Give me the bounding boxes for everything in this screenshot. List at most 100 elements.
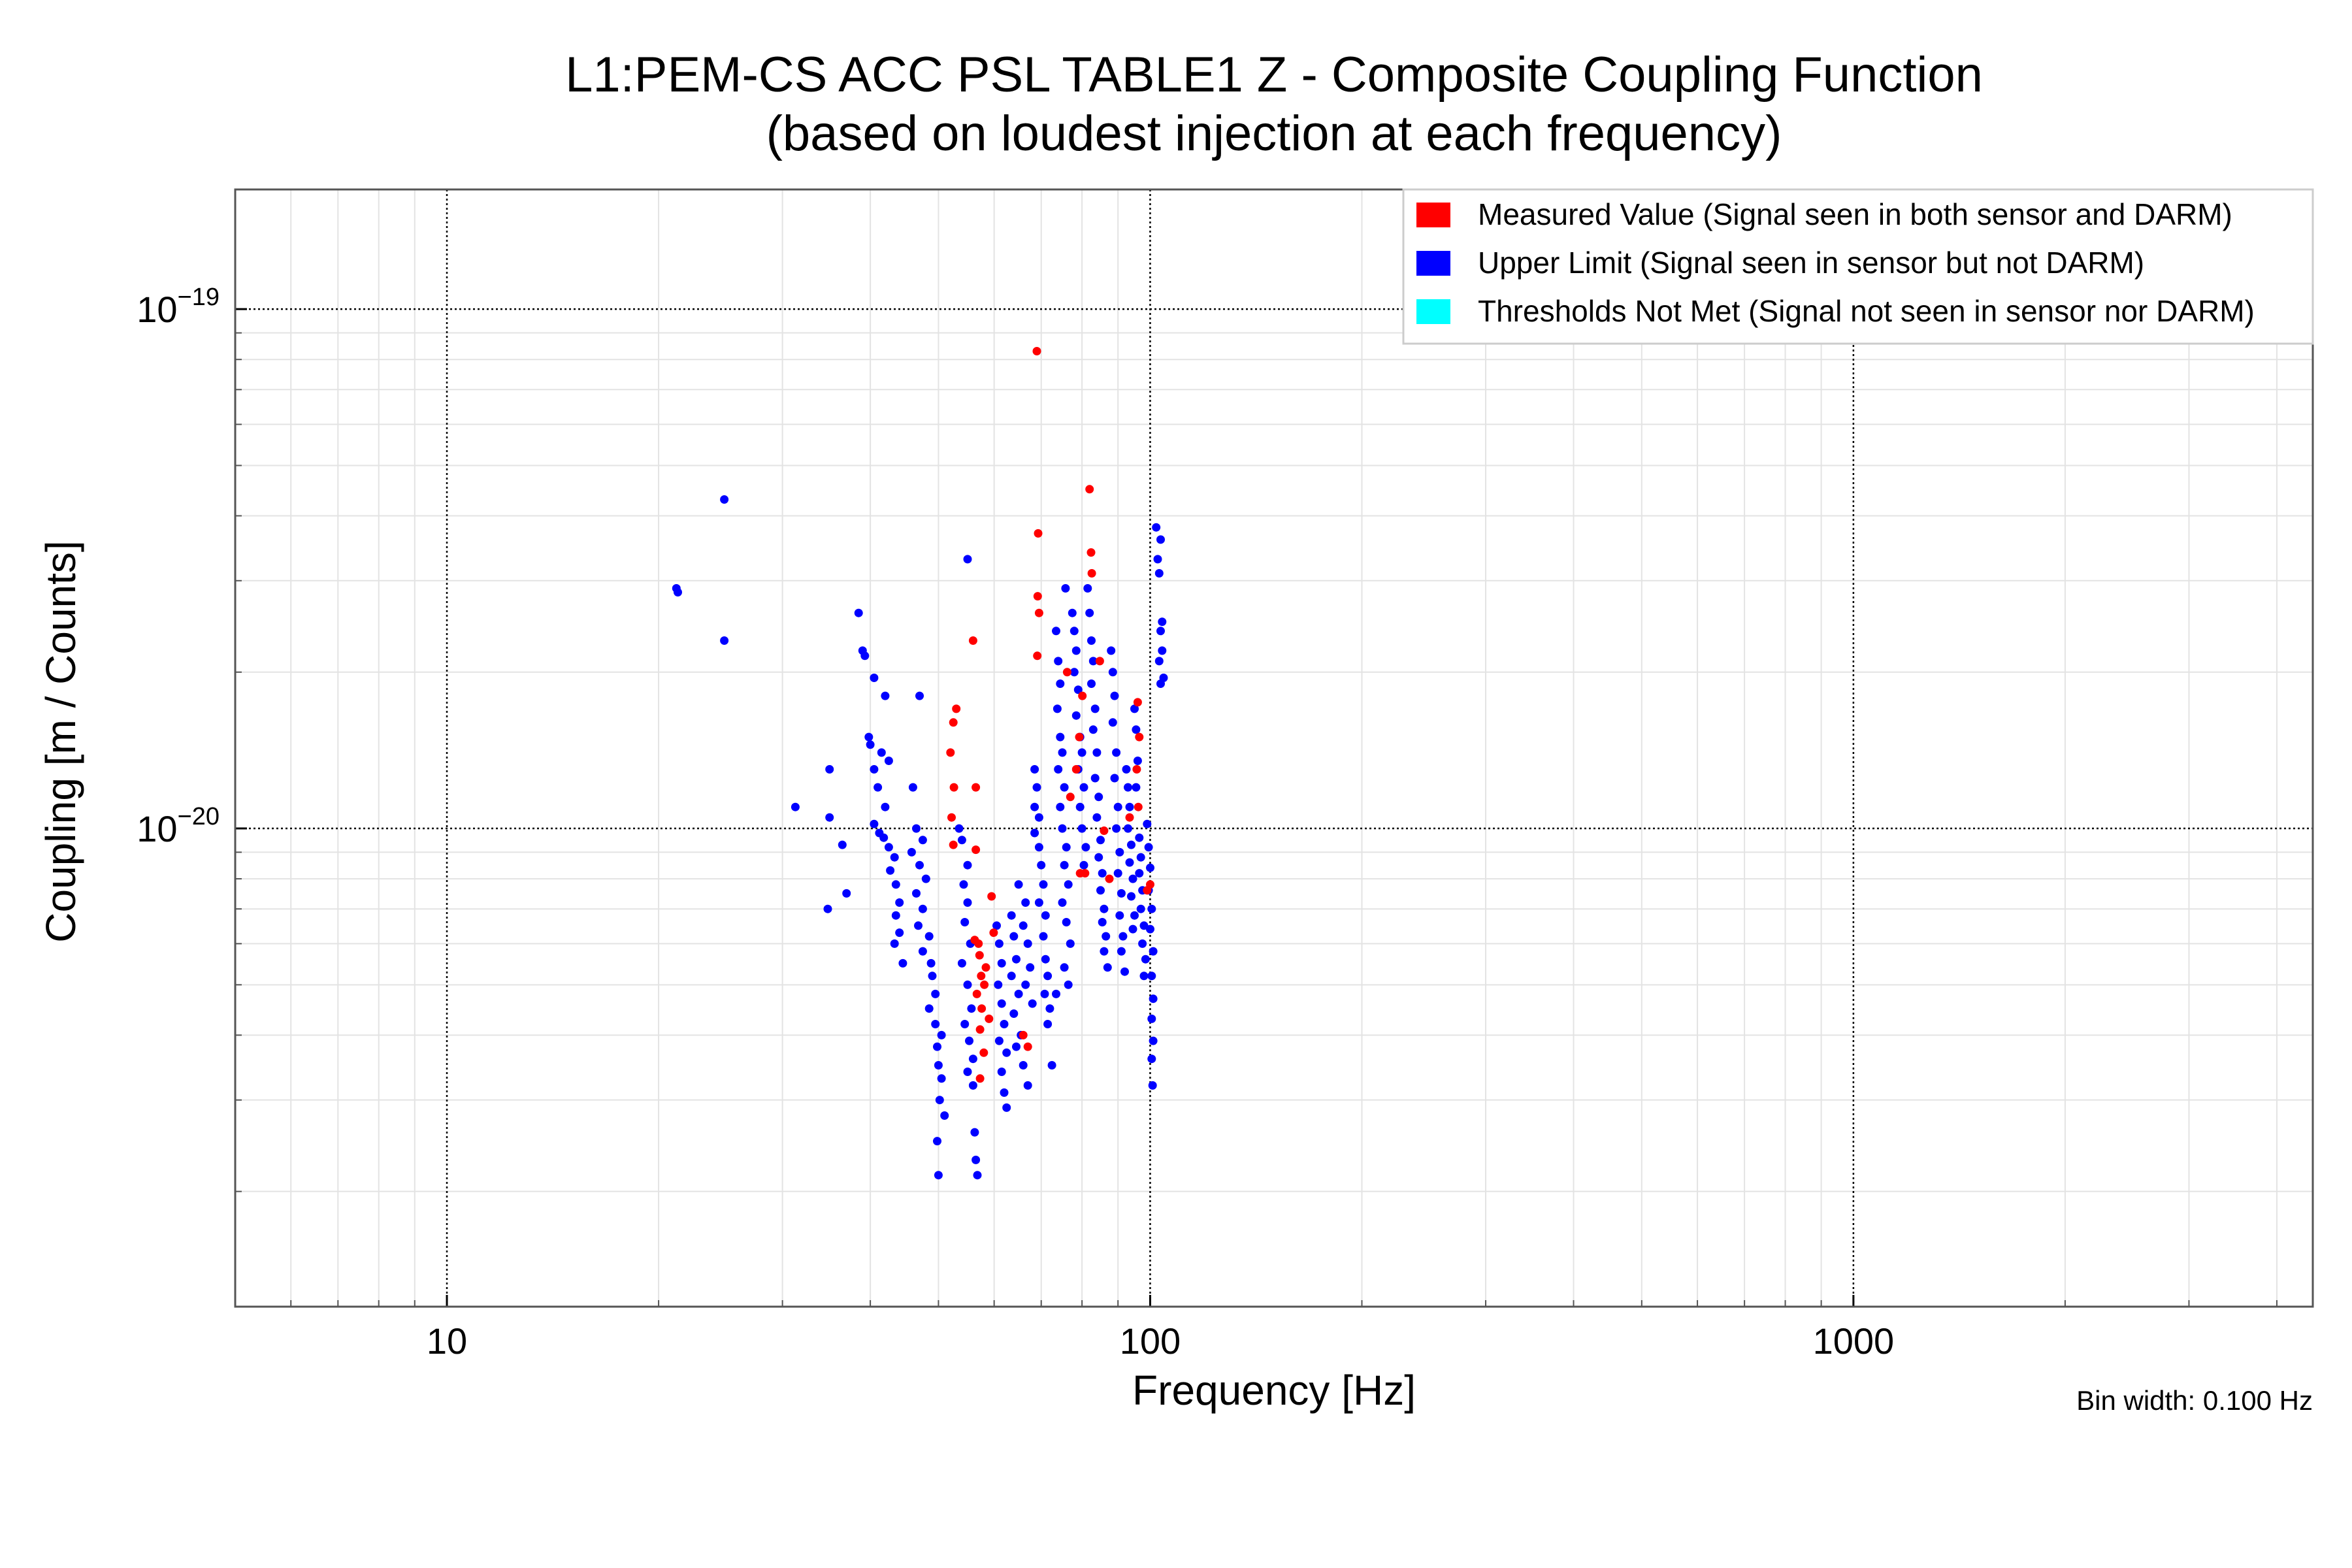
measured-point <box>977 1004 987 1013</box>
upper-limit-point <box>1071 646 1081 655</box>
upper-limit-point <box>838 840 847 849</box>
upper-limit-point <box>1096 836 1105 845</box>
upper-limit-point <box>967 1004 976 1013</box>
upper-limit-point <box>963 1068 972 1076</box>
upper-limit-point <box>960 918 970 926</box>
upper-limit-point <box>1075 802 1085 811</box>
upper-limit-point <box>1122 765 1131 774</box>
upper-limit-point <box>1058 824 1067 833</box>
measured-point <box>981 963 990 972</box>
upper-limit-point <box>1032 783 1041 792</box>
upper-limit-point <box>1094 792 1103 802</box>
upper-limit-point <box>963 555 972 564</box>
upper-limit-point <box>870 819 879 828</box>
upper-limit-point <box>1128 874 1137 883</box>
upper-limit-point <box>1056 732 1065 742</box>
upper-limit-point <box>1098 918 1107 926</box>
upper-limit-point <box>825 813 834 822</box>
upper-limit-point <box>1149 994 1158 1004</box>
x-tick-label: 1000 <box>1813 1320 1895 1362</box>
upper-limit-point <box>994 939 1004 948</box>
upper-limit-point <box>1002 1048 1011 1057</box>
upper-limit-point <box>1088 657 1098 666</box>
y-tick-label: 10−19 <box>137 284 220 330</box>
upper-limit-point <box>1087 636 1096 645</box>
measured-point <box>980 980 989 989</box>
upper-limit-point <box>1014 880 1023 889</box>
measured-point <box>1066 792 1075 802</box>
legend-label-upper-limit: Upper Limit (Signal seen in sensor but n… <box>1478 246 2144 280</box>
measured-point <box>1095 657 1104 666</box>
upper-limit-point <box>963 980 972 989</box>
measured-point <box>1034 608 1043 617</box>
upper-limit-point <box>931 1020 940 1028</box>
measured-point <box>949 718 958 727</box>
upper-limit-point <box>1133 757 1142 765</box>
upper-limit-point <box>1085 608 1094 617</box>
measured-point <box>952 704 961 713</box>
upper-limit-point <box>924 932 934 941</box>
upper-limit-point <box>898 958 907 968</box>
upper-limit-point <box>895 928 904 938</box>
legend-frame <box>1402 188 2314 345</box>
upper-limit-point <box>1002 1103 1011 1112</box>
upper-limit-point <box>823 904 832 913</box>
measured-point <box>1132 765 1141 774</box>
upper-limit-point <box>1062 918 1071 926</box>
measured-point <box>1081 869 1090 878</box>
upper-limit-point <box>1052 989 1060 998</box>
upper-limit-point <box>955 824 964 833</box>
upper-limit-point <box>890 853 899 862</box>
upper-limit-point <box>1147 1014 1156 1023</box>
upper-limit-point <box>825 765 834 774</box>
upper-limit-point <box>1156 627 1165 636</box>
measured-point <box>1133 698 1142 707</box>
upper-limit-point <box>1135 869 1144 878</box>
upper-limit-point <box>1012 955 1021 964</box>
upper-limit-point <box>866 740 875 749</box>
upper-limit-point <box>997 958 1006 968</box>
upper-limit-point <box>960 1020 970 1028</box>
upper-limit-point <box>1153 555 1162 564</box>
upper-limit-point <box>1056 679 1065 688</box>
upper-limit-point <box>1135 833 1144 842</box>
upper-limit-point <box>1060 783 1069 792</box>
upper-limit-point <box>1146 863 1154 872</box>
upper-limit-point <box>1058 748 1067 757</box>
upper-limit-point <box>1130 704 1139 713</box>
upper-limit-point <box>1066 939 1075 948</box>
upper-limit-point <box>994 980 1003 989</box>
upper-limit-point <box>1090 774 1100 783</box>
measured-point <box>989 928 998 938</box>
upper-limit-point <box>918 947 927 956</box>
upper-limit-point <box>1028 999 1037 1008</box>
upper-limit-point <box>1147 972 1156 981</box>
data-points <box>672 347 1168 1180</box>
upper-limit-point <box>1062 843 1071 852</box>
upper-limit-point <box>1112 824 1121 833</box>
upper-limit-point <box>924 1004 934 1013</box>
upper-limit-point <box>1113 802 1122 811</box>
upper-limit-point <box>1125 858 1134 867</box>
upper-limit-point <box>720 495 729 504</box>
upper-limit-point <box>1045 1004 1054 1013</box>
upper-limit-point <box>1021 898 1030 907</box>
upper-limit-point <box>1141 955 1150 964</box>
upper-limit-point <box>1158 646 1167 655</box>
upper-limit-point <box>1107 646 1116 655</box>
upper-limit-point <box>1009 932 1019 941</box>
upper-limit-point <box>874 783 883 792</box>
upper-limit-point <box>934 1061 943 1070</box>
upper-limit-point <box>1143 819 1152 828</box>
measured-point <box>975 951 984 960</box>
upper-limit-point <box>1115 911 1124 920</box>
measured-point <box>947 813 956 822</box>
upper-limit-point <box>931 989 940 998</box>
measured-point <box>1125 813 1134 822</box>
measured-point <box>949 783 958 792</box>
upper-limit-point <box>1037 860 1046 870</box>
upper-limit-point <box>1128 924 1137 934</box>
measured-point <box>979 1048 988 1057</box>
chart-subtitle: (based on loudest injection at each freq… <box>766 106 1782 161</box>
